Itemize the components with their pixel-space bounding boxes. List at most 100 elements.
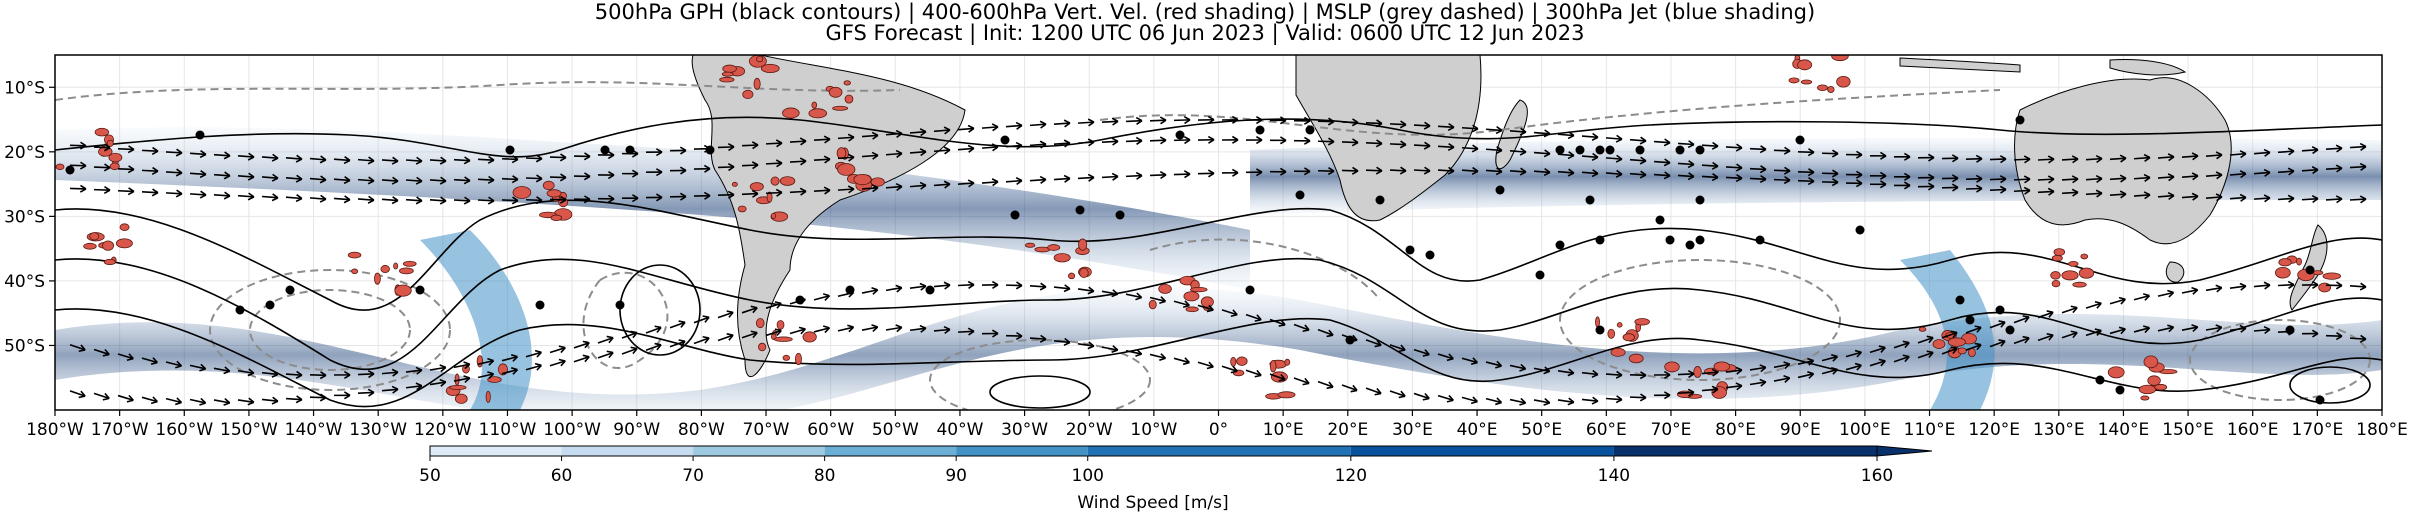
lon-tick-label: 160°E xyxy=(2227,420,2279,440)
wind-vector-arrow xyxy=(285,370,303,379)
vertical-velocity-blob xyxy=(347,251,362,259)
vertical-velocity-blob xyxy=(546,189,562,198)
wind-vector-arrow xyxy=(765,301,782,309)
map-marker-dot xyxy=(1685,240,1695,250)
wind-vector-arrow xyxy=(693,164,711,173)
wind-vector-arrow xyxy=(1509,167,1527,176)
marker-layer xyxy=(65,115,2325,405)
wind-vector-arrow xyxy=(1101,117,1119,126)
wind-vector-arrow xyxy=(381,385,399,394)
wind-vector-arrow xyxy=(1245,135,1263,145)
vertical-velocity-blob xyxy=(760,63,780,74)
wind-vector-arrow xyxy=(1245,115,1263,125)
lon-tick-label: 170°E xyxy=(2292,420,2344,440)
lon-tick-label: 150°W xyxy=(220,420,278,440)
wind-vector-arrow xyxy=(285,154,303,163)
wind-vector-arrow xyxy=(117,145,135,154)
lon-tick-label: 180°W xyxy=(26,420,84,440)
lon-tick-label: 110°E xyxy=(1904,420,1956,440)
wind-vector-arrow xyxy=(2037,332,2054,342)
wind-vector-arrow xyxy=(141,146,159,155)
wind-vector-arrow xyxy=(789,326,806,335)
wind-vector-arrow xyxy=(2277,167,2295,176)
colorbar-segment xyxy=(824,446,957,456)
vertical-velocity-blob xyxy=(1836,76,1851,88)
wind-vector-arrow xyxy=(981,178,999,187)
wind-vector-arrow xyxy=(189,363,207,372)
wind-vector-arrow xyxy=(1773,375,1791,383)
land-new-guinea xyxy=(2109,59,2187,76)
wind-vector-arrow xyxy=(2325,331,2343,341)
wind-vector-arrow xyxy=(2109,154,2127,163)
wind-vector-arrow xyxy=(1797,148,1815,157)
map-marker-dot xyxy=(1175,130,1185,140)
wind-vector-arrow xyxy=(333,156,351,165)
wind-vector-arrow xyxy=(1653,158,1671,167)
wind-vector-arrow xyxy=(2085,300,2102,309)
wind-vector-arrow xyxy=(693,191,711,200)
wind-vector-arrow xyxy=(1053,284,1071,293)
wind-vector-arrow xyxy=(1221,365,1238,374)
wind-vector-arrow xyxy=(1389,140,1407,149)
wind-vector-arrow xyxy=(1533,366,1551,375)
wind-vector-arrow xyxy=(2109,296,2126,305)
wind-vector-arrow xyxy=(765,328,782,337)
wind-vector-arrow xyxy=(597,150,615,160)
vertical-velocity-blob xyxy=(380,265,390,273)
map-marker-dot xyxy=(505,145,515,155)
wind-vector-arrow xyxy=(1341,118,1359,127)
map-marker-dot xyxy=(1010,210,1020,220)
wind-vector-arrow xyxy=(2325,144,2343,153)
wind-vector-arrow xyxy=(1269,318,1286,327)
wind-vector-arrow xyxy=(1629,371,1647,380)
wind-vector-arrow xyxy=(693,315,710,324)
wind-vector-arrow xyxy=(549,153,567,162)
colorbar-segment xyxy=(693,446,825,456)
vertical-velocity-blob xyxy=(770,212,777,219)
wind-vector-arrow xyxy=(1893,354,1910,363)
vertical-velocity-blob xyxy=(1827,86,1835,94)
mslp-contour xyxy=(1099,89,2001,136)
wind-vector-arrow xyxy=(1677,172,1695,181)
wind-vector-arrow xyxy=(1029,120,1047,129)
vertical-velocity-blob xyxy=(1047,244,1061,251)
wind-vector-arrow xyxy=(669,166,687,175)
map-title: 500hPa GPH (black contours) | 400-600hPa… xyxy=(594,0,1816,24)
wind-vector-arrow xyxy=(141,396,158,405)
map-marker-dot xyxy=(1795,135,1805,145)
map-marker-dot xyxy=(535,300,545,310)
wind-vector-arrow xyxy=(117,165,135,174)
map-marker-dot xyxy=(1595,145,1605,155)
wind-vector-arrow xyxy=(333,391,351,400)
vertical-velocity-blob xyxy=(55,163,65,171)
map-marker-dot xyxy=(65,165,75,175)
wind-vector-arrow xyxy=(1965,174,1983,183)
vertical-velocity-blob xyxy=(1236,356,1248,366)
wind-vector-arrow xyxy=(1605,169,1623,178)
wind-vector-arrow xyxy=(285,194,303,203)
wind-vector-arrow xyxy=(1029,282,1047,291)
vertical-velocity-blob xyxy=(1932,339,1946,349)
colorbar-tick-label: 140 xyxy=(1598,466,1630,486)
colorbar-tick-label: 160 xyxy=(1861,466,1893,486)
wind-vector-arrow xyxy=(1461,396,1478,405)
wind-vector-arrow xyxy=(885,284,903,293)
wind-vector-arrow xyxy=(429,156,447,165)
wind-vector-arrow xyxy=(501,354,519,362)
wind-vector-arrow xyxy=(1845,150,1863,159)
wind-vector-arrow xyxy=(2181,324,2199,333)
vertical-velocity-blob xyxy=(843,80,851,86)
map-marker-dot xyxy=(1115,210,1125,220)
wind-vector-arrow xyxy=(597,194,615,203)
wind-vector-arrow xyxy=(2301,146,2319,155)
wind-vector-arrow xyxy=(717,333,734,342)
vertical-velocity-blob xyxy=(1797,59,1813,71)
land-madagascar xyxy=(1495,99,1528,170)
wind-vector-arrow xyxy=(357,370,375,379)
vertical-velocity-blob xyxy=(1067,272,1076,280)
wind-vector-arrow xyxy=(1461,124,1479,133)
wind-vector-arrow xyxy=(1509,363,1527,372)
wind-vector-arrow xyxy=(165,397,183,406)
vertical-velocity-blob xyxy=(2318,282,2332,293)
wind-vector-arrow xyxy=(957,327,975,336)
